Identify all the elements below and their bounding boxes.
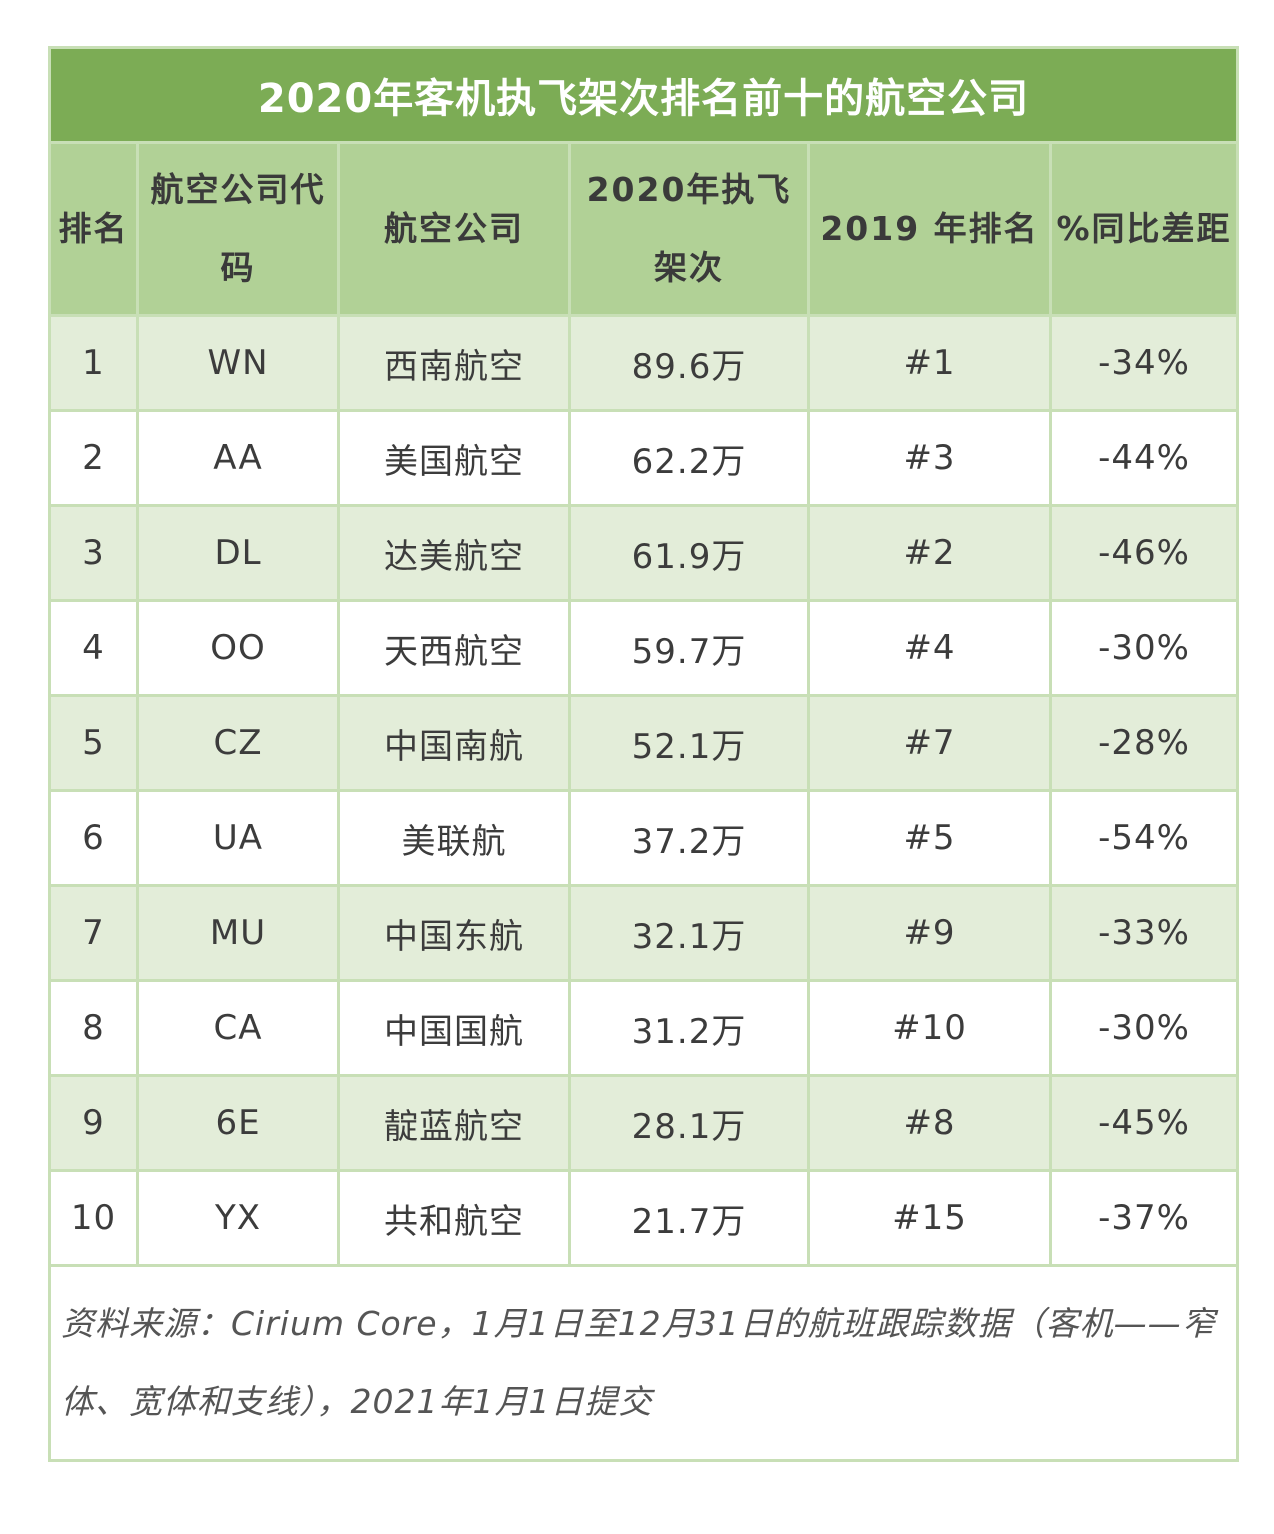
cell-yoy: -33% <box>1048 884 1240 982</box>
cell-flights: 32.1万 <box>568 884 810 982</box>
cell-rank-2019: #15 <box>807 1169 1052 1267</box>
cell-airline: 天西航空 <box>337 599 571 697</box>
header-airline-code: 航空公司代码 <box>136 141 340 317</box>
cell-code: OO <box>136 599 340 697</box>
cell-airline: 共和航空 <box>337 1169 571 1267</box>
cell-rank: 4 <box>48 599 139 697</box>
cell-airline: 中国国航 <box>337 979 571 1077</box>
table-title-row: 2020年客机执飞架次排名前十的航空公司 <box>47 46 1240 144</box>
header-rank: 排名 <box>48 141 139 317</box>
table-header-row: 排名 航空公司代码 航空公司 2020年执飞架次 2019 年排名 %同比差距 <box>48 141 1240 317</box>
table-title: 2020年客机执飞架次排名前十的航空公司 <box>47 46 1240 144</box>
table-row: 10 YX 共和航空 21.7万 #15 -37% <box>48 1169 1240 1267</box>
table-row: 1 WN 西南航空 89.6万 #1 -34% <box>48 314 1240 412</box>
header-rank-2019: 2019 年排名 <box>807 141 1052 317</box>
source-note: 资料来源：Cirium Core，1月1日至12月31日的航班跟踪数据（客机——… <box>47 1264 1240 1462</box>
table-row: 8 CA 中国国航 31.2万 #10 -30% <box>48 979 1240 1077</box>
cell-rank: 1 <box>48 314 139 412</box>
cell-rank-2019: #2 <box>807 504 1052 602</box>
cell-airline: 美国航空 <box>337 409 571 507</box>
cell-airline: 西南航空 <box>337 314 571 412</box>
table-row: 7 MU 中国东航 32.1万 #9 -33% <box>48 884 1240 982</box>
cell-rank-2019: #8 <box>807 1074 1052 1172</box>
cell-code: YX <box>136 1169 340 1267</box>
table-row: 9 6E 靛蓝航空 28.1万 #8 -45% <box>48 1074 1240 1172</box>
cell-code: MU <box>136 884 340 982</box>
cell-rank-2019: #5 <box>807 789 1052 887</box>
cell-code: CA <box>136 979 340 1077</box>
cell-flights: 52.1万 <box>568 694 810 792</box>
table-row: 3 DL 达美航空 61.9万 #2 -46% <box>48 504 1240 602</box>
cell-airline: 中国东航 <box>337 884 571 982</box>
cell-rank-2019: #10 <box>807 979 1052 1077</box>
cell-rank-2019: #7 <box>807 694 1052 792</box>
cell-airline: 达美航空 <box>337 504 571 602</box>
cell-yoy: -28% <box>1048 694 1240 792</box>
airline-ranking-table: 2020年客机执飞架次排名前十的航空公司 排名 航空公司代码 航空公司 2020… <box>47 46 1240 1462</box>
cell-flights: 62.2万 <box>568 409 810 507</box>
cell-code: UA <box>136 789 340 887</box>
header-flights-2020: 2020年执飞架次 <box>568 141 810 317</box>
ranking-table-container: 2020年客机执飞架次排名前十的航空公司 排名 航空公司代码 航空公司 2020… <box>47 46 1240 1462</box>
cell-rank-2019: #9 <box>807 884 1052 982</box>
table-row: 4 OO 天西航空 59.7万 #4 -30% <box>48 599 1240 697</box>
cell-airline: 中国南航 <box>337 694 571 792</box>
cell-rank-2019: #4 <box>807 599 1052 697</box>
table-row: 5 CZ 中国南航 52.1万 #7 -28% <box>48 694 1240 792</box>
cell-rank: 8 <box>48 979 139 1077</box>
header-airline: 航空公司 <box>337 141 571 317</box>
cell-yoy: -34% <box>1048 314 1240 412</box>
cell-code: 6E <box>136 1074 340 1172</box>
source-row: 资料来源：Cirium Core，1月1日至12月31日的航班跟踪数据（客机——… <box>47 1264 1240 1462</box>
cell-rank-2019: #1 <box>807 314 1052 412</box>
cell-code: DL <box>136 504 340 602</box>
cell-rank: 9 <box>48 1074 139 1172</box>
cell-yoy: -54% <box>1048 789 1240 887</box>
cell-rank: 3 <box>48 504 139 602</box>
cell-flights: 89.6万 <box>568 314 810 412</box>
cell-rank-2019: #3 <box>807 409 1052 507</box>
cell-airline: 美联航 <box>337 789 571 887</box>
cell-code: AA <box>136 409 340 507</box>
cell-rank: 6 <box>48 789 139 887</box>
cell-flights: 21.7万 <box>568 1169 810 1267</box>
cell-airline: 靛蓝航空 <box>337 1074 571 1172</box>
table-row: 6 UA 美联航 37.2万 #5 -54% <box>48 789 1240 887</box>
cell-flights: 28.1万 <box>568 1074 810 1172</box>
table-row: 2 AA 美国航空 62.2万 #3 -44% <box>48 409 1240 507</box>
cell-code: WN <box>136 314 340 412</box>
cell-yoy: -44% <box>1048 409 1240 507</box>
cell-yoy: -30% <box>1048 979 1240 1077</box>
cell-rank: 10 <box>48 1169 139 1267</box>
cell-flights: 37.2万 <box>568 789 810 887</box>
cell-rank: 7 <box>48 884 139 982</box>
cell-yoy: -46% <box>1048 504 1240 602</box>
cell-flights: 31.2万 <box>568 979 810 1077</box>
cell-yoy: -30% <box>1048 599 1240 697</box>
cell-rank: 2 <box>48 409 139 507</box>
cell-rank: 5 <box>48 694 139 792</box>
cell-flights: 59.7万 <box>568 599 810 697</box>
cell-code: CZ <box>136 694 340 792</box>
cell-yoy: -45% <box>1048 1074 1240 1172</box>
header-yoy-change: %同比差距 <box>1048 141 1240 317</box>
cell-flights: 61.9万 <box>568 504 810 602</box>
cell-yoy: -37% <box>1048 1169 1240 1267</box>
